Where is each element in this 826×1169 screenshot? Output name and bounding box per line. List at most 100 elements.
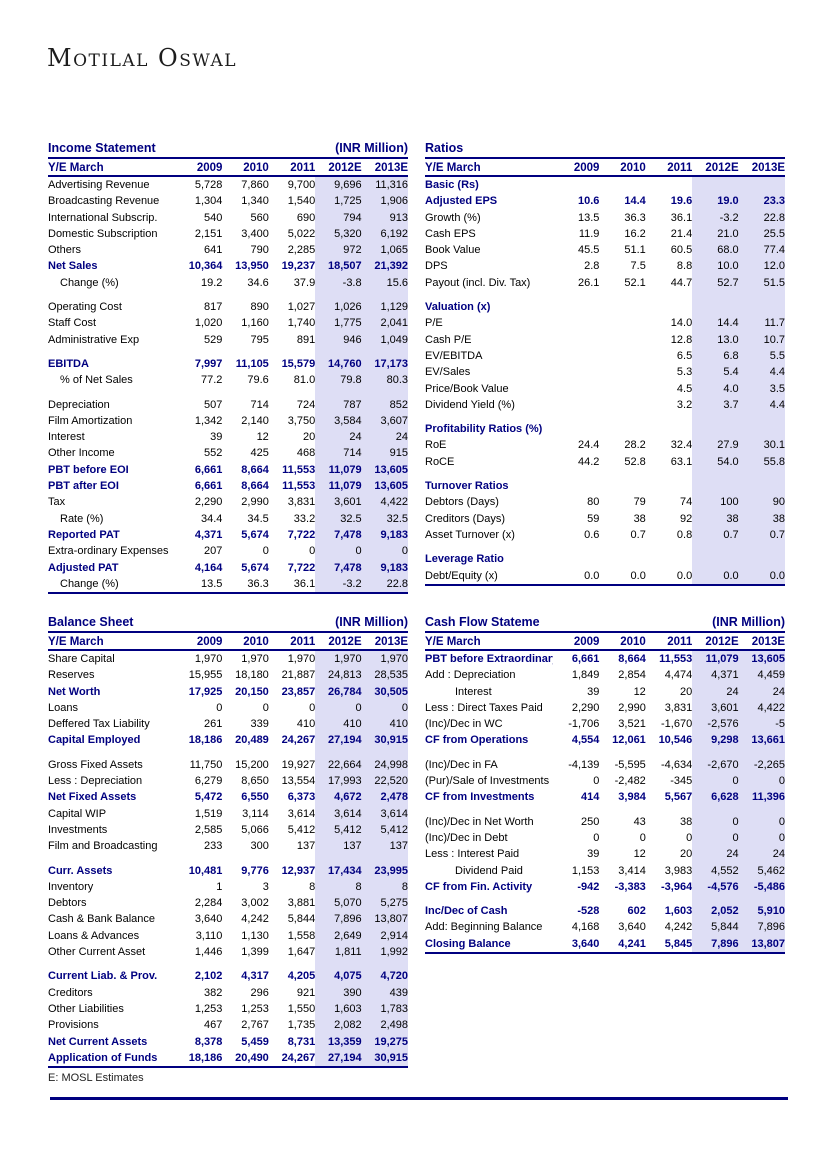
cell: 26,784 — [315, 683, 362, 700]
cell: 11,396 — [738, 789, 786, 806]
cell: 5,462 — [738, 862, 786, 879]
table-title: Cash Flow Stateme — [425, 615, 540, 629]
header-year-2011: 2011 — [290, 162, 316, 174]
cell: 7,478 — [315, 559, 362, 576]
cell: 724 — [296, 398, 316, 411]
table-row: Dividend Paid 1,153 3,414 3,983 4,552 5,462 — [425, 862, 786, 879]
cell: 1,603 — [664, 905, 693, 918]
cell: 19,927 — [281, 758, 316, 771]
cell: 8 — [309, 880, 316, 893]
cell — [553, 397, 599, 413]
table-row: Debtors (Days) 80 79 74 100 90 — [425, 494, 786, 511]
cell: 1,849 — [571, 669, 600, 682]
table-row: Add: Beginning Balance 4,168 3,640 4,242 5,8… — [425, 919, 786, 936]
cell — [269, 291, 315, 299]
cell: 20,490 — [235, 1051, 269, 1064]
cell: 0.8 — [676, 528, 693, 541]
header-year-2009: 2009 — [196, 162, 223, 174]
cell: 8,731 — [287, 1035, 316, 1048]
cell: 0.0 — [738, 567, 786, 584]
cell: 51.1 — [624, 244, 646, 257]
cell — [599, 364, 645, 380]
cell: 17,173 — [361, 355, 409, 373]
cell — [553, 806, 599, 814]
row-label: (Pur)/Sale of Investments — [425, 775, 550, 788]
cell: 36.1 — [293, 577, 316, 590]
cell: 30.1 — [738, 437, 786, 454]
cell: -5 — [738, 716, 786, 733]
row-label: (Inc)/Dec in Net Worth — [425, 815, 534, 828]
cell — [553, 364, 599, 380]
cell — [646, 291, 692, 299]
cell: 100 — [692, 494, 739, 511]
cell: 439 — [361, 984, 409, 1001]
cell — [553, 478, 599, 494]
cell: 2,290 — [571, 701, 600, 714]
cell: 1,130 — [241, 929, 269, 942]
cell: 4,242 — [241, 913, 269, 926]
row-label: Investments — [48, 823, 108, 836]
table-row: Operating Cost 817 890 1,027 1,026 1,129 — [48, 299, 409, 316]
table-row: Less : Direct Taxes Paid 2,290 2,990 3,831 3… — [425, 699, 786, 717]
cell: 0.0 — [676, 569, 693, 582]
row-label: Other Liabilities — [48, 1002, 124, 1015]
table-gap-row — [425, 470, 786, 479]
cell — [738, 470, 786, 479]
cell: 410 — [315, 716, 362, 733]
row-label — [48, 960, 176, 968]
cell — [599, 291, 645, 299]
cell: 137 — [315, 838, 362, 855]
cell: 74 — [679, 496, 693, 509]
cell: 15,579 — [281, 357, 316, 370]
cell — [269, 855, 315, 863]
cell: 54.0 — [692, 453, 739, 471]
cell — [553, 291, 599, 299]
table-row: Cash P/E 12.8 13.0 10.7 — [425, 331, 786, 348]
cell — [646, 478, 692, 494]
cell: 0 — [262, 545, 269, 558]
cell: 4.5 — [676, 382, 693, 395]
cell: 5,674 — [241, 528, 269, 541]
table-row: Adjusted EPS 10.6 14.4 19.6 19.0 23.3 — [425, 193, 786, 210]
cell — [738, 543, 786, 552]
cell: 18,186 — [188, 1051, 223, 1064]
cell: 5.3 — [676, 366, 693, 379]
cell: 19,275 — [361, 1033, 409, 1050]
table-row: Net Worth 17,925 20,150 23,857 26,784 30,505 — [48, 683, 409, 700]
cell: 8.8 — [676, 260, 693, 273]
cell — [599, 895, 645, 903]
cell — [315, 748, 362, 757]
table-title-bar: Income Statement (INR Million) — [48, 141, 408, 159]
table-row: Staff Cost 1,020 1,160 1,740 1,775 2,041 — [48, 315, 409, 332]
cell: -5,595 — [614, 758, 646, 771]
cell — [176, 291, 222, 299]
income-statement-table: Income Statement (INR Million) Y/E March 20… — [48, 141, 409, 595]
cell: 3,831 — [664, 701, 693, 714]
row-label: CF from Fin. Activity — [425, 880, 533, 893]
cell — [599, 315, 645, 331]
ratios-table: Ratios Y/E March 2009 2010 2011 2012E 2013E Bas… — [425, 141, 786, 586]
cell — [692, 421, 739, 438]
table-title-bar: Cash Flow Stateme (INR Million) — [425, 615, 785, 633]
table-row: Film Amortization 1,342 2,140 3,750 3,584 3,6… — [48, 412, 409, 430]
cell: 27.9 — [692, 437, 739, 454]
cell: -3,383 — [614, 880, 646, 893]
cell: 250 — [581, 815, 600, 828]
cell: 23,857 — [281, 685, 316, 698]
cell — [222, 960, 268, 968]
table-row: Net Fixed Assets 5,472 6,550 6,373 4,672 2,47… — [48, 789, 409, 806]
cell: 1,603 — [315, 1000, 362, 1018]
cell: 4,554 — [571, 734, 600, 747]
table-row: Change (%) 19.2 34.6 37.9 -3.8 15.6 — [48, 274, 409, 292]
cell — [646, 299, 692, 315]
cell: 13,950 — [235, 260, 269, 273]
cell: 18,186 — [188, 734, 223, 747]
cell: 540 — [204, 211, 223, 224]
cell — [361, 291, 409, 300]
row-label: Provisions — [48, 1019, 99, 1032]
row-label: PBT before EOI — [48, 463, 129, 476]
cell: 14,760 — [315, 355, 362, 373]
table-row: Reported PAT 4,371 5,674 7,722 7,478 9,183 — [48, 526, 409, 544]
cell: 468 — [296, 447, 316, 460]
cell: 7,478 — [315, 526, 362, 544]
